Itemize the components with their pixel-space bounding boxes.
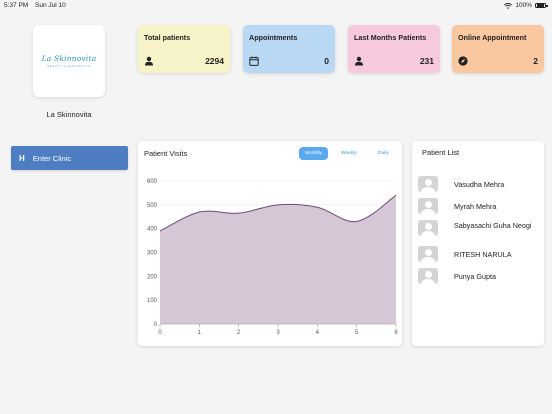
patient-name: Punya Gupta <box>454 272 496 281</box>
stat-card-appointments[interactable]: Appointments 0 <box>243 25 335 73</box>
stat-card-total-patients[interactable]: Total patients 2294 <box>138 25 230 73</box>
x-tick-label: 5 <box>355 330 359 336</box>
clinic-name: La Skinnovita <box>46 110 92 119</box>
calendar-icon <box>249 56 259 66</box>
person-icon <box>145 56 153 66</box>
avatar <box>418 220 438 236</box>
series-line <box>159 194 397 232</box>
patient-list-item[interactable]: Punya Gupta <box>418 268 538 288</box>
patient-list-item[interactable]: Sabyasachi Guha Neogi <box>418 220 538 240</box>
stat-label: Online Appointment <box>458 33 527 42</box>
enter-clinic-label: Enter Clinic <box>32 153 72 163</box>
patient-name: RITESH NARULA <box>454 250 512 259</box>
y-tick-label: 400 <box>147 227 158 233</box>
status-bar: 5:37 PM Sun Jul 10 100% <box>0 0 552 12</box>
patient-list-title: Patient List <box>422 148 460 157</box>
status-date: Sun Jul 10 <box>35 2 66 9</box>
patient-visits-title: Patient Visits <box>144 149 188 158</box>
patient-name: Vasudha Mehra <box>454 180 505 189</box>
clinic-logo: La Skinnovita BEAUTY & AESTHETICS <box>33 25 105 97</box>
wifi-icon <box>504 2 513 9</box>
enter-icon: H <box>19 153 25 163</box>
stat-value: 0 <box>324 56 329 66</box>
stat-value: 231 <box>419 56 434 66</box>
x-tick-label: 4 <box>316 330 320 336</box>
compass-icon <box>458 56 468 66</box>
x-tick-label: 1 <box>198 330 202 336</box>
y-tick-label: 0 <box>154 322 158 328</box>
x-tick-label: 6 <box>394 330 398 336</box>
y-tick-label: 500 <box>147 203 158 209</box>
stat-label: Total patients <box>144 33 191 42</box>
stat-card-last-months-patients[interactable]: Last Months Patients 231 <box>348 25 440 73</box>
y-tick-label: 100 <box>147 298 158 304</box>
avatar <box>418 268 438 284</box>
avatar <box>418 198 438 214</box>
patient-list-card: Patient List Vasudha Mehra Myrah Mehra S… <box>412 141 544 346</box>
logo-tagline: BEAUTY & AESTHETICS <box>47 64 91 68</box>
person-icon <box>355 56 363 66</box>
y-tick-label: 200 <box>147 274 158 280</box>
patient-list-item[interactable]: RITESH NARULA <box>418 246 538 266</box>
status-time: 5:37 PM <box>4 2 29 9</box>
stat-label: Appointments <box>249 33 298 42</box>
y-tick-label: 300 <box>147 251 158 257</box>
tab-daily[interactable]: Daily <box>378 151 389 156</box>
patient-visits-card: 0 100 200 300 400 500 600 0 1 2 3 4 5 6 Patient Visit… <box>138 141 402 346</box>
patient-list-item[interactable]: Myrah Mehra <box>418 198 538 218</box>
tab-weekly[interactable]: Weekly <box>341 151 357 156</box>
logo-text: La Skinnovita <box>41 54 97 63</box>
tab-monthly[interactable]: Monthly <box>299 147 328 160</box>
stat-value: 2294 <box>205 56 224 66</box>
battery-icon <box>535 2 548 9</box>
patient-name: Myrah Mehra <box>454 202 497 211</box>
battery-percent: 100% <box>515 2 532 9</box>
x-tick-label: 3 <box>276 330 280 336</box>
stat-label: Last Months Patients <box>354 33 427 42</box>
patient-list-item[interactable]: Vasudha Mehra <box>418 176 538 196</box>
x-tick-label: 0 <box>158 330 162 336</box>
x-tick-label: 2 <box>237 330 241 336</box>
avatar <box>418 176 438 192</box>
y-tick-label: 600 <box>147 179 158 185</box>
stat-value: 2 <box>533 56 538 66</box>
enter-clinic-button[interactable]: H Enter Clinic <box>11 146 128 170</box>
avatar <box>418 246 438 262</box>
patient-visits-chart: 0 100 200 300 400 500 600 0 1 2 3 4 5 6 <box>147 179 398 336</box>
stat-card-online-appointment[interactable]: Online Appointment 2 <box>452 25 544 73</box>
series-area <box>160 195 396 324</box>
patient-name: Sabyasachi Guha Neogi <box>454 221 532 230</box>
